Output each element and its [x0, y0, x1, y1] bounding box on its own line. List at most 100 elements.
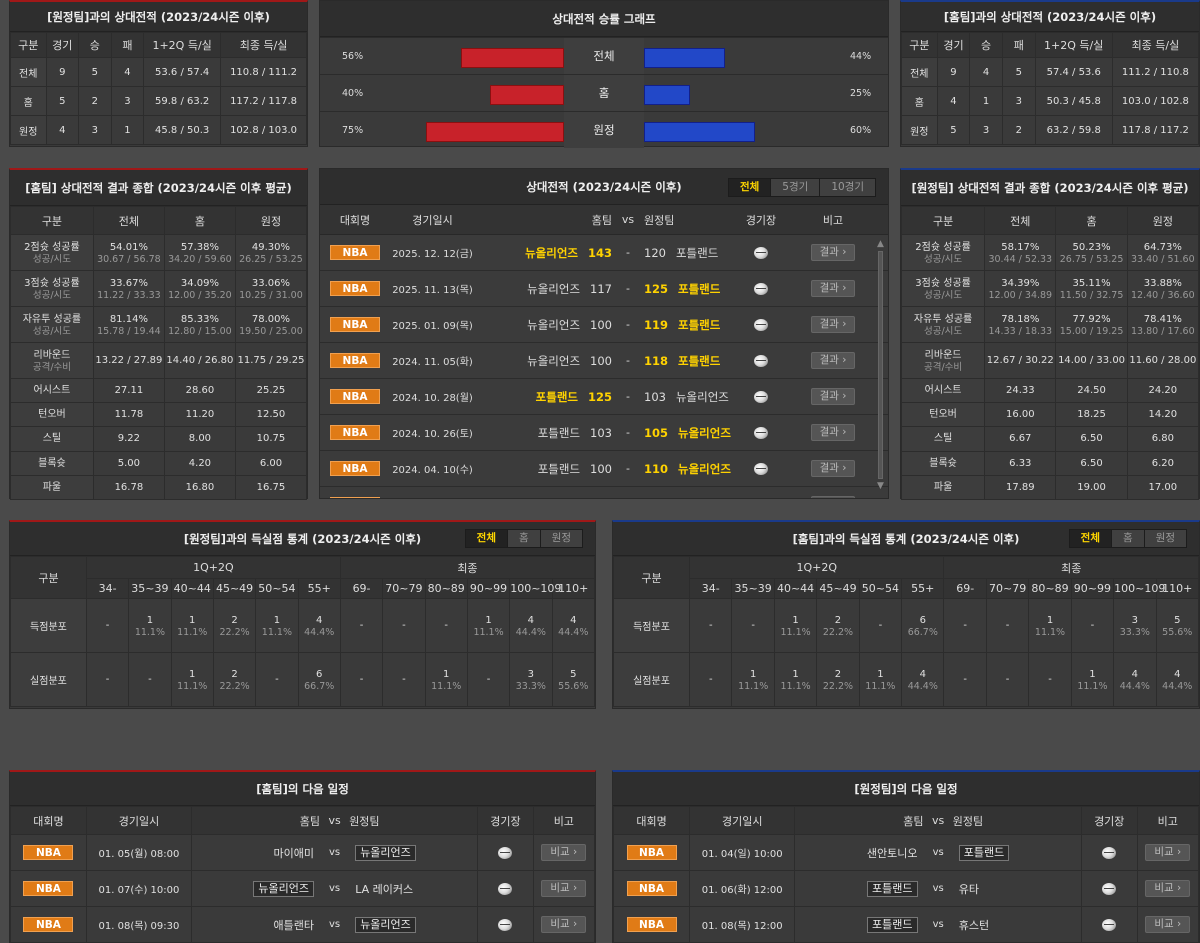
home-team[interactable]: 뉴올리언즈 117: [475, 281, 620, 297]
away-team[interactable]: 120 포틀랜드: [636, 245, 718, 261]
tab-2[interactable]: 원정: [539, 530, 582, 547]
basketball-icon[interactable]: [754, 283, 768, 295]
league-badge[interactable]: NBA: [330, 461, 380, 476]
league-badge[interactable]: NBA: [330, 353, 380, 368]
venue-cell: [716, 354, 806, 367]
away-team[interactable]: 105 뉴올리언즈: [636, 425, 731, 441]
basketball-icon[interactable]: [498, 846, 513, 859]
scroll-down-arrow[interactable]: ▼: [877, 481, 884, 491]
result-button[interactable]: 결과 ›: [810, 388, 856, 405]
result-button[interactable]: 결과 ›: [810, 496, 856, 498]
basketball-icon[interactable]: [498, 918, 513, 931]
league-badge[interactable]: NBA: [330, 425, 380, 440]
away-team[interactable]: 뉴올리언즈: [349, 906, 479, 943]
away-team[interactable]: 110 뉴올리언즈: [636, 497, 731, 499]
home-team[interactable]: 포틀랜드 100: [475, 497, 620, 499]
basketball-icon[interactable]: [754, 247, 768, 259]
home-team[interactable]: 애틀랜타: [191, 906, 320, 943]
stat-main-value: 5.00: [117, 457, 141, 469]
tab-2[interactable]: 원정: [1143, 530, 1186, 547]
league-badge[interactable]: NBA: [626, 917, 677, 932]
scroll-track[interactable]: [878, 251, 883, 479]
basketball-icon[interactable]: [754, 319, 768, 331]
result-button[interactable]: 결과 ›: [810, 244, 856, 261]
basketball-icon[interactable]: [1102, 846, 1117, 859]
home-team[interactable]: 포틀랜드 125: [475, 389, 620, 405]
scroll-up-arrow[interactable]: ▲: [877, 239, 884, 249]
league-badge[interactable]: NBA: [23, 917, 74, 932]
dist-cell: 1 11.1%: [773, 598, 818, 653]
home-team[interactable]: 뉴올리언즈 100: [475, 353, 620, 369]
tab-1[interactable]: 홈: [1111, 530, 1144, 547]
basketball-icon[interactable]: [1102, 882, 1117, 895]
basketball-icon[interactable]: [754, 355, 768, 367]
league-badge[interactable]: NBA: [23, 881, 74, 896]
league-badge[interactable]: NBA: [330, 497, 380, 498]
home-team[interactable]: 포틀랜드: [794, 906, 924, 943]
basketball-icon[interactable]: [754, 463, 768, 475]
league-badge[interactable]: NBA: [330, 389, 380, 404]
venue-cell: [477, 906, 534, 943]
h2h-panel: 상대전적 (2023/24시즌 이후) 전체 5경기 10경기 대회명 경기일시 홈…: [319, 168, 889, 499]
dist-cell: -: [985, 598, 1030, 653]
result-button[interactable]: 결과 ›: [810, 316, 856, 333]
col-vs: vs: [621, 213, 635, 226]
home-team-name: 포틀랜드: [867, 916, 918, 933]
home-team[interactable]: 포틀랜드 100: [475, 461, 620, 477]
away-team[interactable]: 119 포틀랜드: [636, 317, 720, 333]
result-button[interactable]: 결과 ›: [810, 280, 856, 297]
home-team[interactable]: 포틀랜드: [794, 870, 924, 907]
table-cell: 102.8 / 103.0: [220, 115, 307, 145]
league-badge[interactable]: NBA: [330, 317, 380, 332]
compare-button[interactable]: 비교 ›: [541, 916, 587, 933]
tab-2[interactable]: 10경기: [819, 179, 875, 196]
league-badge[interactable]: NBA: [330, 281, 380, 296]
home-team[interactable]: 마이애미: [191, 834, 320, 871]
tab-0[interactable]: 전체: [728, 179, 771, 196]
home-team[interactable]: 포틀랜드 103: [475, 425, 620, 441]
away-team[interactable]: 118 포틀랜드: [636, 353, 720, 369]
away-team[interactable]: 휴스턴: [952, 906, 1082, 943]
away-team[interactable]: 125 포틀랜드: [636, 281, 720, 297]
dist-cell: 1 11.1%: [466, 598, 511, 653]
basketball-icon[interactable]: [754, 427, 768, 439]
home-team-name: 뉴올리언즈: [253, 880, 314, 897]
away-team-name: 뉴올리언즈: [678, 461, 731, 476]
home-team[interactable]: 뉴올리언즈: [191, 870, 320, 907]
basketball-icon[interactable]: [498, 882, 513, 895]
away-team[interactable]: LA 레이커스: [349, 870, 479, 907]
result-button[interactable]: 결과 ›: [810, 424, 856, 441]
result-button[interactable]: 결과 ›: [810, 352, 856, 369]
compare-button[interactable]: 비교 ›: [1145, 916, 1191, 933]
away-team[interactable]: 뉴올리언즈: [349, 834, 479, 871]
compare-button[interactable]: 비교 ›: [541, 844, 587, 861]
bin-header: 45~49: [212, 578, 257, 599]
compare-button[interactable]: 비교 ›: [1145, 844, 1191, 861]
home-team[interactable]: 샌안토니오: [794, 834, 924, 871]
result-button[interactable]: 결과 ›: [810, 460, 856, 477]
compare-button[interactable]: 비교 ›: [541, 880, 587, 897]
compare-button[interactable]: 비교 ›: [1145, 880, 1191, 897]
league-badge[interactable]: NBA: [23, 845, 74, 860]
stat-row: 리바운드 공격/수비 13.22 / 27.89 14.40 / 26.80 11.75…: [10, 342, 308, 379]
basketball-icon[interactable]: [1102, 918, 1117, 931]
stat-label: 3점슛 성공률 성공/시도: [900, 270, 986, 307]
stat-row: 어시스트 24.33 24.50 24.20: [900, 377, 1200, 404]
league-badge[interactable]: NBA: [626, 881, 677, 896]
league-badge[interactable]: NBA: [330, 245, 380, 260]
home-team[interactable]: 뉴올리언즈 100: [475, 317, 620, 333]
away-score: 125: [644, 281, 669, 296]
tab-0[interactable]: 전체: [1069, 530, 1111, 547]
basketball-icon[interactable]: [754, 391, 768, 403]
home-team[interactable]: 뉴올리언즈 143: [475, 245, 620, 261]
away-team[interactable]: 유타: [952, 870, 1082, 907]
tab-1[interactable]: 5경기: [770, 179, 820, 196]
tab-1[interactable]: 홈: [507, 530, 540, 547]
away-team[interactable]: 포틀랜드: [952, 834, 1082, 871]
away-team[interactable]: 110 뉴올리언즈: [636, 461, 731, 477]
tab-0[interactable]: 전체: [465, 530, 507, 547]
table-cell: 103.0 / 102.8: [1111, 86, 1200, 116]
scrollbar[interactable]: ▲ ▼: [876, 239, 885, 495]
league-badge[interactable]: NBA: [626, 845, 677, 860]
away-team[interactable]: 103 뉴올리언즈: [636, 389, 729, 405]
